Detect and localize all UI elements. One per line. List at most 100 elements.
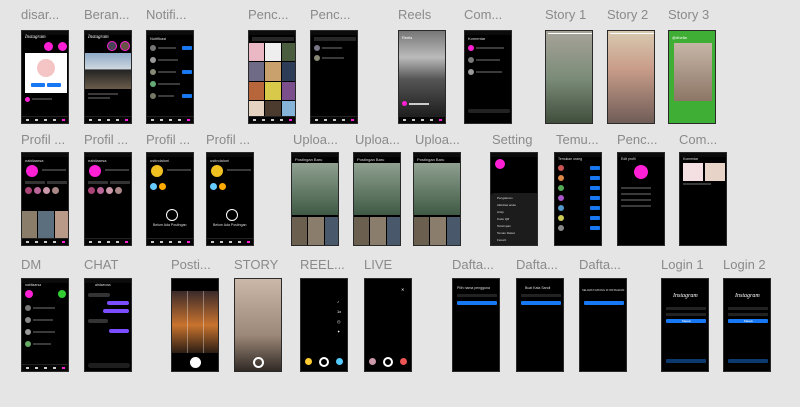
follow-button[interactable] — [590, 216, 600, 220]
record-button[interactable] — [319, 357, 329, 367]
reel-video[interactable] — [399, 31, 445, 119]
screen-daftar-3[interactable]: SELAMAT DATANG DI INSTAGRAM — [579, 278, 627, 372]
highlight[interactable] — [34, 187, 41, 194]
story-image[interactable] — [546, 31, 592, 123]
highlight[interactable] — [115, 187, 122, 194]
settings-item[interactable]: Aktivitas anda — [497, 203, 516, 207]
username-input[interactable] — [457, 294, 497, 297]
highlight[interactable] — [25, 187, 32, 194]
message-input[interactable] — [88, 363, 130, 368]
form-field[interactable] — [621, 193, 651, 195]
search-result-text[interactable] — [322, 47, 342, 49]
story-avatar[interactable] — [120, 41, 130, 51]
follow-button[interactable] — [590, 176, 600, 180]
go-live-button[interactable] — [383, 357, 393, 367]
gallery-grid[interactable] — [414, 217, 460, 245]
explore-grid[interactable] — [249, 43, 295, 119]
screen-daftar-2[interactable]: Buat Kata Sandi — [516, 278, 564, 372]
effect-option[interactable] — [305, 358, 312, 365]
edit-profile-button[interactable] — [88, 181, 108, 184]
profile-avatar[interactable] — [26, 165, 38, 177]
settings-item[interactable]: Tersimpan — [497, 224, 511, 228]
screen-live[interactable]: ✕ — [364, 278, 412, 372]
highlight[interactable] — [210, 183, 217, 190]
effect-option[interactable] — [369, 358, 376, 365]
login-button[interactable]: Masuk — [728, 319, 768, 323]
follow-button[interactable] — [182, 70, 192, 74]
gallery-grid[interactable] — [292, 217, 338, 245]
highlight[interactable] — [97, 187, 104, 194]
screen-disar[interactable]: Instagram — [21, 30, 69, 124]
screen-profil-1[interactable]: nabilaarsa — [21, 152, 69, 246]
settings-item[interactable]: Kode QR — [497, 217, 510, 221]
next-button[interactable] — [584, 301, 624, 305]
search-result-text[interactable] — [322, 57, 344, 59]
post-image[interactable] — [25, 53, 67, 93]
highlight[interactable] — [88, 187, 95, 194]
highlight[interactable] — [150, 183, 157, 190]
dm-thread[interactable] — [33, 307, 55, 309]
password-input[interactable] — [666, 313, 706, 316]
signup-link[interactable] — [728, 359, 768, 363]
share-profile-button[interactable] — [47, 181, 67, 184]
speed-icon[interactable]: 1x — [337, 309, 342, 314]
bottom-nav[interactable] — [85, 238, 131, 245]
screen-reels[interactable]: Reels — [398, 30, 446, 124]
screen-story-2[interactable] — [607, 30, 655, 124]
screen-comment-2[interactable]: Komentar — [679, 152, 727, 246]
follow-button[interactable] — [590, 226, 600, 230]
settings-item[interactable]: Teman Dekat — [497, 231, 515, 235]
music-icon[interactable]: ♪ — [337, 299, 339, 304]
upload-preview[interactable] — [354, 163, 400, 215]
screen-pencarian-2[interactable] — [310, 30, 358, 124]
timer-icon[interactable]: ◷ — [337, 319, 341, 324]
screen-dm[interactable]: nabilaarsa — [21, 278, 69, 372]
follow-button[interactable] — [31, 83, 45, 87]
screen-temukan[interactable]: Temukan orang — [554, 152, 602, 246]
profile-avatar[interactable] — [89, 165, 101, 177]
screen-profil-2[interactable]: nabilaarsa — [84, 152, 132, 246]
signup-link[interactable] — [666, 359, 706, 363]
edit-profile-button[interactable] — [25, 181, 45, 184]
dm-thread[interactable] — [33, 319, 53, 321]
bottom-nav[interactable] — [249, 116, 295, 123]
camera-preview[interactable] — [172, 291, 218, 353]
screen-daftar-1[interactable]: Pilih nama pengguna — [452, 278, 500, 372]
screen-chat[interactable]: ahdwnoss — [84, 278, 132, 372]
screen-profil-3[interactable]: ustindaloni Belum Ada Postingan — [146, 152, 194, 246]
screen-comment-1[interactable]: Komentar — [464, 30, 512, 124]
upload-preview[interactable] — [414, 163, 460, 215]
effects-icon[interactable]: ✦ — [337, 329, 341, 334]
settings-item[interactable]: Favorit — [497, 238, 507, 242]
post-image-kaaba[interactable] — [85, 53, 131, 89]
highlight[interactable] — [159, 183, 166, 190]
post-thumbnail[interactable] — [683, 163, 703, 181]
highlight[interactable] — [219, 183, 226, 190]
form-field[interactable] — [621, 205, 651, 207]
share-profile-button[interactable] — [110, 181, 130, 184]
search-input[interactable] — [252, 37, 294, 41]
screen-upload-1[interactable]: Postingan Baru — [291, 152, 339, 246]
form-field[interactable] — [621, 187, 651, 189]
settings-item[interactable]: Arsip — [497, 210, 504, 214]
next-button[interactable] — [457, 301, 497, 305]
follow-button[interactable] — [182, 94, 192, 98]
screen-pencarian-3[interactable]: Edit profil — [617, 152, 665, 246]
story-avatar[interactable] — [58, 42, 67, 51]
highlight[interactable] — [43, 187, 50, 194]
bottom-nav[interactable] — [22, 364, 68, 371]
follow-button[interactable] — [182, 46, 192, 50]
follow-button[interactable] — [47, 83, 61, 87]
bottom-nav[interactable] — [311, 116, 357, 123]
bottom-nav[interactable] — [147, 116, 193, 123]
gallery-grid[interactable] — [354, 217, 400, 245]
screen-login-2[interactable]: Instagram Masuk — [723, 278, 771, 372]
username-input[interactable] — [666, 307, 706, 310]
screen-setting[interactable]: Pengaturan Aktivitas anda Arsip Kode QR … — [490, 152, 538, 246]
login-button[interactable]: Masuk — [666, 319, 706, 323]
dm-thread[interactable] — [33, 343, 51, 345]
screen-story-3[interactable]: @dhella — [668, 30, 716, 124]
effect-option[interactable] — [400, 358, 407, 365]
screen-beranda[interactable]: Instagram — [84, 30, 132, 124]
settings-sheet[interactable]: Pengaturan Aktivitas anda Arsip Kode QR … — [491, 193, 537, 245]
